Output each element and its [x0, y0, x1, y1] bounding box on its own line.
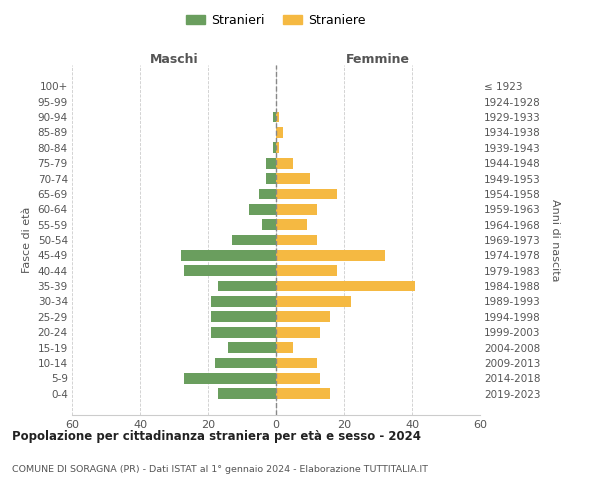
Bar [266, 173, 276, 184]
Bar [276, 388, 331, 399]
Bar [276, 250, 385, 261]
Bar [229, 342, 276, 353]
Bar [276, 112, 280, 122]
Text: Popolazione per cittadinanza straniera per età e sesso - 2024: Popolazione per cittadinanza straniera p… [12, 430, 421, 443]
Bar [211, 296, 276, 307]
Bar [276, 373, 320, 384]
Bar [276, 219, 307, 230]
Bar [232, 234, 276, 246]
Bar [259, 188, 276, 200]
Bar [181, 250, 276, 261]
Bar [276, 234, 317, 246]
Y-axis label: Fasce di età: Fasce di età [22, 207, 32, 273]
Bar [184, 373, 276, 384]
Bar [262, 219, 276, 230]
Bar [276, 342, 293, 353]
Bar [276, 266, 337, 276]
Y-axis label: Anni di nascita: Anni di nascita [550, 198, 560, 281]
Bar [276, 312, 331, 322]
Text: Femmine: Femmine [346, 54, 410, 66]
Bar [276, 280, 415, 291]
Bar [272, 112, 276, 122]
Bar [211, 327, 276, 338]
Text: Maschi: Maschi [149, 54, 199, 66]
Bar [272, 142, 276, 153]
Bar [276, 173, 310, 184]
Bar [276, 204, 317, 214]
Bar [184, 266, 276, 276]
Bar [249, 204, 276, 214]
Bar [276, 158, 293, 168]
Bar [276, 327, 320, 338]
Bar [276, 296, 351, 307]
Bar [211, 312, 276, 322]
Bar [218, 388, 276, 399]
Bar [218, 280, 276, 291]
Bar [276, 188, 337, 200]
Bar [266, 158, 276, 168]
Bar [215, 358, 276, 368]
Legend: Stranieri, Straniere: Stranieri, Straniere [181, 8, 371, 32]
Bar [276, 142, 280, 153]
Bar [276, 358, 317, 368]
Text: COMUNE DI SORAGNA (PR) - Dati ISTAT al 1° gennaio 2024 - Elaborazione TUTTITALIA: COMUNE DI SORAGNA (PR) - Dati ISTAT al 1… [12, 465, 428, 474]
Bar [276, 127, 283, 138]
